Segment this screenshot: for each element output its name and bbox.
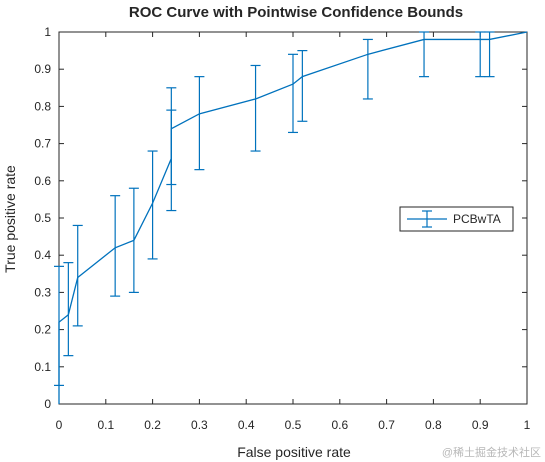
error-bar (475, 31, 486, 78)
y-tick-label: 0.8 (34, 99, 51, 113)
y-tick-label: 0.1 (34, 360, 51, 374)
y-tick-label: 0.2 (34, 323, 51, 337)
legend-entry-pcbwta: PCBwTA (453, 212, 501, 226)
error-bar (362, 38, 373, 100)
x-tick-label: 0.7 (378, 418, 395, 432)
error-bar (419, 31, 430, 78)
watermark: @稀土掘金技术社区 (442, 445, 541, 459)
error-bar (110, 195, 121, 297)
error-bar (194, 76, 205, 171)
series-line-pcbwta (58, 31, 528, 404)
y-tick-label: 1 (44, 25, 51, 39)
y-axis-label: True positive rate (2, 165, 18, 273)
error-bar (297, 49, 308, 122)
error-bar (250, 64, 261, 152)
y-tick-label: 0.9 (34, 62, 51, 76)
x-tick-label: 0 (56, 418, 63, 432)
y-tick-label: 0 (44, 397, 51, 411)
x-tick-label: 0.8 (425, 418, 442, 432)
error-bar (63, 262, 74, 357)
error-bar (128, 187, 139, 293)
error-bar (72, 224, 83, 327)
x-tick-label: 0.4 (238, 418, 255, 432)
legend: PCBwTA (399, 206, 514, 232)
legend-sample-line (407, 210, 447, 228)
x-tick-label: 0.5 (285, 418, 302, 432)
y-tick-label: 0.6 (34, 174, 51, 188)
y-tick-label: 0.7 (34, 137, 51, 151)
x-tick-label: 0.3 (191, 418, 208, 432)
x-tick-label: 0.9 (472, 418, 489, 432)
chart-title: ROC Curve with Pointwise Confidence Boun… (129, 4, 463, 21)
y-tick-label: 0.4 (34, 248, 51, 262)
error-bar (166, 87, 177, 186)
y-tick-label: 0.5 (34, 211, 51, 225)
error-bar (54, 265, 64, 386)
error-bar (288, 53, 298, 134)
error-bar (484, 31, 495, 78)
y-tick-label: 0.3 (34, 285, 51, 299)
x-tick-label: 0.1 (97, 418, 114, 432)
x-tick-label: 0.6 (331, 418, 348, 432)
x-axis-label: False positive rate (237, 444, 351, 460)
x-tick-label: 0.2 (144, 418, 161, 432)
x-tick-label: 1 (524, 418, 531, 432)
error-bar (147, 150, 158, 260)
